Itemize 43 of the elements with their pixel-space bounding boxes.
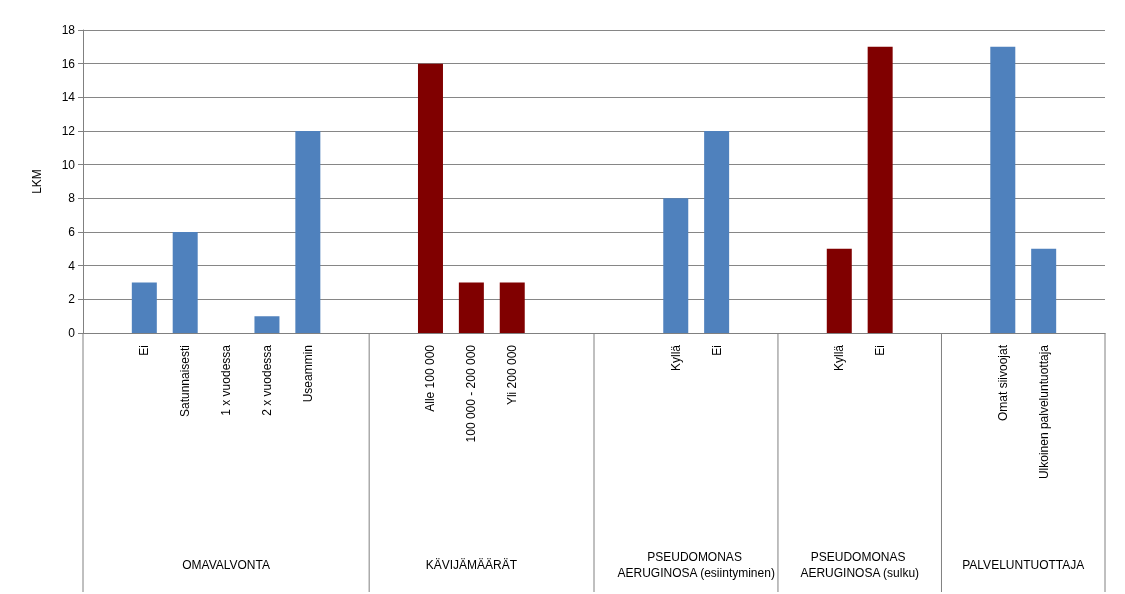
y-tick-label: 4: [68, 258, 76, 273]
x-tick-label: Ei: [709, 345, 724, 356]
y-tick-label: 16: [61, 56, 76, 71]
bar: [131, 282, 157, 333]
x-tick-label: Ei: [873, 345, 888, 356]
x-tick-label: Ulkoinen palveluntuottaja: [1036, 344, 1051, 480]
bar: [499, 282, 525, 333]
bar: [295, 131, 321, 333]
text: PALVELUNTUOTTAJA: [962, 558, 1085, 572]
y-tick-label: 2: [68, 292, 76, 307]
x-tick-label: Useammin: [300, 345, 315, 403]
bar: [867, 46, 893, 333]
x-tick-label: Ei: [137, 345, 152, 356]
bar: [458, 282, 484, 333]
x-tick-label: 1 x vuodessa: [219, 344, 234, 416]
bar: [172, 232, 198, 333]
bar: [1031, 248, 1057, 333]
bar: [826, 248, 852, 333]
x-tick-label: Kyllä: [668, 344, 683, 372]
y-tick-label: 18: [61, 23, 76, 37]
y-tick-label: 8: [68, 191, 76, 206]
y-tick-label: 10: [61, 157, 76, 172]
bar: [704, 131, 730, 333]
x-tick-label: 2 x vuodessa: [259, 344, 274, 416]
text: PSEUDOMONAS AERUGINOSA (sulku): [800, 550, 920, 580]
bar: [990, 46, 1016, 333]
text: PSEUDOMONAS AERUGINOSA (esiintyminen): [617, 550, 775, 580]
y-tick-label: 6: [68, 225, 76, 239]
text: KÄVIJÄMÄÄRÄT: [425, 558, 518, 572]
x-tick-label: Alle 100 000: [423, 344, 438, 412]
bar: [254, 316, 280, 333]
y-axis-title: LKM: [30, 169, 44, 194]
y-tick-label: 0: [68, 326, 76, 340]
x-tick-label: Omat siivoojat: [995, 344, 1010, 422]
x-tick-label: Yli 200 000: [505, 344, 520, 406]
x-tick-label: Kyllä: [832, 344, 847, 372]
text: OMAVALVONTA: [182, 558, 270, 572]
x-tick-label: 100 000 - 200 000: [464, 344, 479, 443]
bar: [663, 198, 689, 333]
bar: [417, 63, 443, 333]
y-tick-label: 12: [61, 124, 76, 138]
y-tick-label: 14: [61, 90, 76, 105]
x-tick-label: Satunnaisesti: [178, 345, 193, 418]
